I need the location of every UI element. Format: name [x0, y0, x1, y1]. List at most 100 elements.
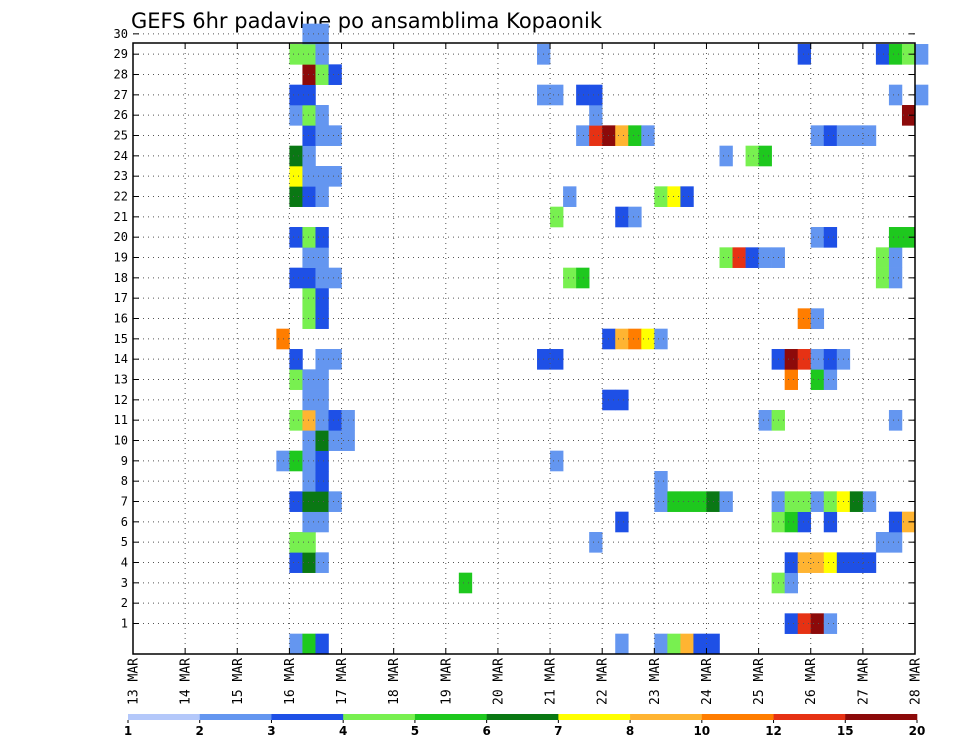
heatmap-cell: [823, 227, 838, 248]
heatmap-cell: [758, 145, 772, 167]
heatmap-cell: [810, 349, 825, 370]
heatmap-cell: [328, 125, 342, 146]
heatmap-cell: [289, 227, 303, 248]
heatmap-cell: [289, 166, 303, 187]
heatmap-cell: [615, 206, 629, 228]
x-axis: 13 MAR 14 MAR 15 MAR 16 MAR 17 MAR 18 MAR 19 M…: [127, 43, 924, 705]
heatmap-cell: [289, 369, 303, 390]
heatmap-cell: [693, 491, 707, 512]
y-tick-label: 22: [114, 190, 128, 204]
grid: [133, 33, 915, 654]
heatmap-cell: [315, 491, 329, 512]
heatmap-cell: [302, 227, 316, 248]
heatmap-cell: [628, 328, 642, 350]
heatmap-cell: [576, 84, 590, 106]
heatmap-cell: [302, 471, 316, 492]
heatmap-cell: [302, 288, 316, 309]
y-tick-label: 13: [114, 373, 128, 387]
heatmap-cell: [289, 105, 303, 126]
heatmap-cell: [589, 125, 603, 146]
y-tick-label: 3: [121, 576, 128, 590]
heatmap-cell: [289, 44, 303, 65]
colorbar: 1 2 3 4 5 6 7 8 10 12 15 20: [124, 714, 926, 738]
heatmap-cell: [810, 369, 825, 390]
heatmap-cell: [315, 369, 329, 390]
y-tick-label: 28: [114, 68, 128, 82]
heatmap-cell: [797, 44, 812, 65]
y-tick-label: 4: [121, 556, 128, 570]
heatmap-cell: [302, 633, 316, 655]
heatmap-cell: [784, 511, 798, 533]
heatmap-cell: [810, 308, 825, 329]
heatmap-cell: [667, 491, 681, 512]
heatmap-cells: [276, 23, 929, 655]
colorbar-swatch: [701, 714, 774, 720]
heatmap-cell: [888, 247, 903, 268]
x-tick-label: 15 MAR: [231, 658, 246, 705]
heatmap-cell: [302, 389, 316, 411]
heatmap-cell: [302, 430, 316, 451]
y-tick-label: 6: [121, 515, 128, 529]
heatmap-cell: [706, 633, 720, 655]
heatmap-cell: [315, 23, 329, 45]
heatmap-cell: [615, 511, 629, 533]
heatmap-cell: [823, 125, 838, 146]
y-tick-label: 10: [114, 434, 128, 448]
heatmap-cell: [823, 369, 838, 390]
heatmap-cell: [302, 125, 316, 146]
heatmap-cell: [654, 328, 668, 350]
heatmap-cell: [654, 186, 668, 207]
heatmap-cell: [641, 125, 655, 146]
heatmap-cell: [550, 450, 564, 472]
x-tick-label: 25 MAR: [752, 658, 767, 705]
colorbar-swatch: [773, 714, 846, 720]
y-tick-label: 7: [121, 495, 128, 509]
heatmap-cell: [328, 410, 342, 431]
heatmap-cell: [784, 613, 798, 634]
x-tick-label: 14 MAR: [179, 658, 194, 705]
colorbar-label: 20: [909, 724, 926, 738]
heatmap-cell: [888, 532, 903, 553]
heatmap-cell: [589, 532, 603, 553]
heatmap-cell: [875, 44, 890, 65]
y-tick-label: 20: [114, 230, 128, 244]
x-tick-label: 26 MAR: [804, 658, 819, 705]
heatmap-cell: [315, 389, 329, 411]
heatmap-cell: [315, 511, 329, 533]
colorbar-label: 10: [693, 724, 710, 738]
colorbar-swatch: [414, 714, 487, 720]
colorbar-label: 6: [482, 724, 490, 738]
heatmap-cell: [693, 633, 707, 655]
heatmap-cell: [315, 247, 329, 268]
heatmap-cell: [680, 186, 694, 207]
colorbar-swatch: [558, 714, 631, 720]
heatmap-cell: [550, 349, 564, 370]
heatmap-cell: [589, 105, 603, 126]
y-tick-label: 18: [114, 271, 128, 285]
heatmap-cell: [302, 64, 316, 85]
y-tick-label: 17: [114, 291, 128, 305]
heatmap-cell: [654, 471, 668, 492]
colorbar-label: 7: [554, 724, 562, 738]
heatmap-cell: [719, 491, 733, 512]
colorbar-swatch: [486, 714, 559, 720]
y-tick-label: 29: [114, 47, 128, 61]
heatmap-cell: [628, 206, 642, 228]
heatmap-cell: [654, 633, 668, 655]
heatmap-cell: [315, 471, 329, 492]
y-tick-label: 1: [121, 617, 128, 631]
heatmap-cell: [849, 491, 864, 512]
heatmap-cell: [550, 206, 564, 228]
heatmap-cell: [888, 227, 903, 248]
x-tick-label: 20 MAR: [491, 658, 506, 705]
heatmap-cell: [328, 430, 342, 451]
heatmap-cell: [328, 267, 342, 289]
colorbar-label: 15: [837, 724, 854, 738]
heatmap-cell: [302, 44, 316, 65]
heatmap-cell: [888, 511, 903, 533]
heatmap-cell: [784, 349, 798, 370]
heatmap-cell: [315, 105, 329, 126]
chart-title: GEFS 6hr padavine po ansamblima Kopaonik: [131, 9, 603, 33]
heatmap-cell: [680, 633, 694, 655]
heatmap-cell: [315, 308, 329, 329]
